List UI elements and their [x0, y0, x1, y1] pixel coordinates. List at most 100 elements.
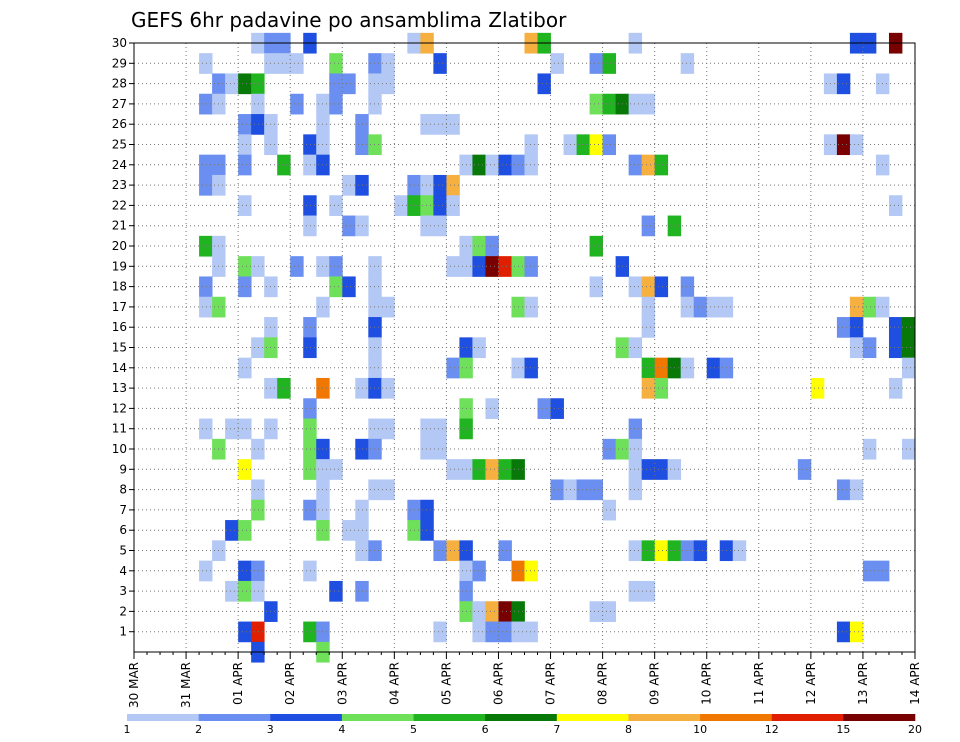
y-tick-label: 12 — [112, 401, 127, 415]
y-tick-label: 6 — [119, 523, 127, 537]
heatmap-cell — [329, 580, 343, 602]
heatmap-cell — [433, 114, 447, 135]
heatmap-cell — [485, 235, 499, 257]
heatmap-cell — [849, 134, 864, 156]
heatmap-cell — [576, 134, 590, 156]
heatmap-cell — [238, 520, 252, 541]
heatmap-cell — [329, 73, 343, 95]
heatmap-cell — [888, 195, 903, 216]
heatmap-cell — [589, 53, 603, 74]
heatmap-cell — [303, 560, 317, 582]
legend-label: 8 — [625, 723, 632, 736]
heatmap-cell — [628, 276, 643, 298]
heatmap-cell — [836, 134, 851, 156]
heatmap-cell — [355, 540, 369, 562]
heatmap-cell — [238, 256, 252, 277]
x-tick-label: 01 APR — [231, 662, 245, 705]
heatmap-cell — [524, 357, 538, 379]
heatmap-cell — [446, 540, 460, 562]
heatmap-cell — [862, 438, 877, 460]
y-tick-label: 1 — [119, 625, 127, 639]
heatmap-cell — [303, 438, 317, 460]
heatmap-cell — [251, 560, 265, 582]
heatmap-cell — [732, 540, 747, 562]
x-tick-label: 03 APR — [335, 662, 349, 705]
heatmap-cell — [550, 53, 564, 74]
heatmap-cell — [303, 499, 317, 521]
heatmap-cell — [524, 560, 538, 582]
heatmap-cell — [654, 357, 669, 379]
heatmap-cell — [225, 580, 239, 602]
heatmap-cell — [368, 438, 382, 460]
y-tick-label: 25 — [112, 138, 127, 152]
y-tick-label: 5 — [119, 544, 127, 558]
heatmap-cell — [485, 398, 499, 419]
heatmap-cell — [368, 256, 382, 277]
y-tick-label: 26 — [112, 117, 127, 131]
heatmap-cell — [576, 479, 590, 501]
heatmap-cell — [628, 418, 643, 440]
heatmap-cell — [550, 398, 564, 419]
x-tick-label: 07 APR — [544, 662, 558, 705]
chart-title: GEFS 6hr padavine po ansamblima Zlatibor — [131, 8, 567, 32]
heatmap-cell — [368, 317, 382, 338]
heatmap-cell — [433, 418, 447, 440]
heatmap-cell — [498, 154, 512, 176]
legend-swatch — [771, 714, 844, 721]
heatmap-cell — [589, 276, 603, 298]
heatmap-cell — [199, 154, 213, 176]
heatmap-cell — [381, 296, 395, 318]
y-tick-label: 28 — [112, 77, 127, 91]
heatmap-cell — [355, 580, 369, 602]
heatmap-cell — [589, 93, 603, 115]
heatmap-cell — [693, 540, 708, 562]
legend-swatch — [628, 714, 701, 721]
heatmap-cell — [862, 337, 877, 359]
heatmap-cell — [654, 459, 669, 480]
legend-label: 20 — [908, 723, 922, 736]
heatmap-cell — [433, 215, 447, 237]
heatmap-cell — [446, 195, 460, 216]
heatmap-cell — [901, 357, 915, 379]
y-tick-label: 15 — [112, 341, 127, 355]
heatmap-cell — [862, 296, 877, 318]
heatmap-cell — [355, 215, 369, 237]
heatmap-cell — [680, 540, 695, 562]
heatmap-cell — [381, 418, 395, 440]
heatmap-cell — [342, 520, 356, 541]
heatmap-cell — [238, 134, 252, 156]
y-axis: 1234567891011121314151617181920212223242… — [112, 36, 134, 639]
heatmap-cell — [641, 377, 656, 399]
heatmap-cell — [680, 296, 695, 318]
y-tick-label: 18 — [112, 280, 127, 294]
heatmap-cell — [641, 276, 656, 298]
heatmap-cell — [641, 154, 656, 176]
heatmap-cell — [290, 53, 304, 74]
y-tick-label: 3 — [119, 584, 127, 598]
heatmap-cell — [303, 134, 317, 156]
heatmap-cell — [303, 621, 317, 643]
heatmap-cell — [485, 256, 499, 277]
heatmap-cell — [888, 317, 903, 338]
heatmap-cell — [589, 601, 603, 622]
heatmap-cell — [199, 93, 213, 115]
heatmap-cell — [446, 459, 460, 480]
heatmap-cell — [368, 93, 382, 115]
heatmap-cell — [251, 438, 265, 460]
x-tick-label: 02 APR — [283, 662, 297, 705]
heatmap-cell — [810, 377, 825, 399]
heatmap-cell — [199, 235, 213, 257]
heatmap-cell — [420, 438, 434, 460]
heatmap-cell — [472, 459, 486, 480]
heatmap-cell — [641, 580, 656, 602]
heatmap-cell — [329, 276, 343, 298]
heatmap-cell — [472, 337, 486, 359]
heatmap-cell — [381, 53, 395, 74]
heatmap-cell — [342, 276, 356, 298]
heatmap-cell — [849, 621, 864, 643]
heatmap-cell — [329, 93, 343, 115]
heatmap-cell — [329, 459, 343, 480]
heatmap-cell — [589, 134, 603, 156]
heatmap-cell — [485, 601, 499, 622]
